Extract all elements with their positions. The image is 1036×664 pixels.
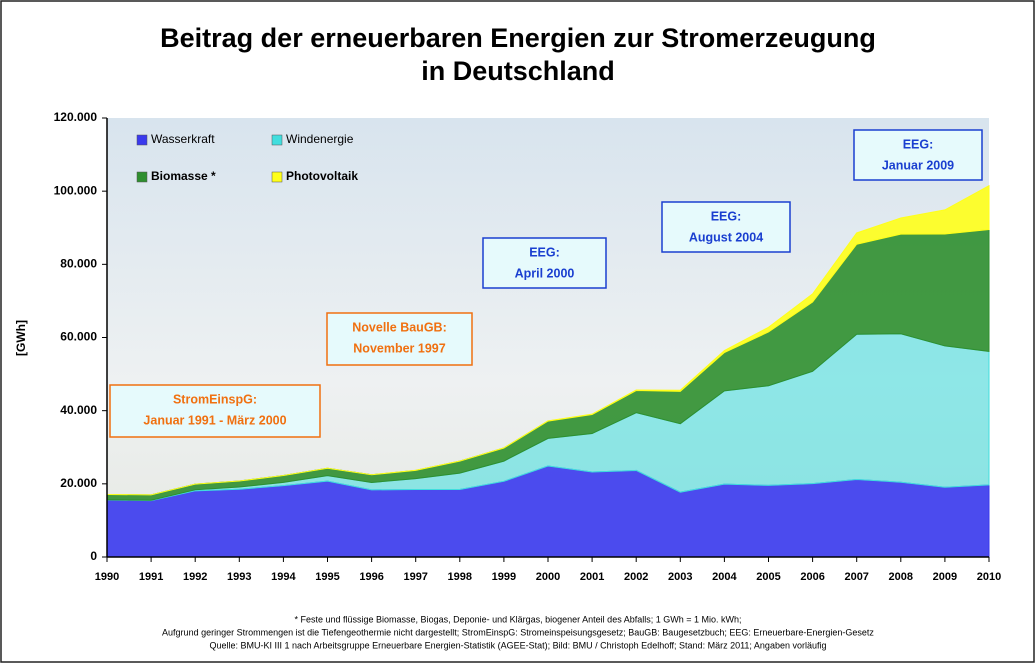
annotation-text: Januar 1991 - März 2000 <box>143 413 286 427</box>
annotation-text: November 1997 <box>353 341 445 355</box>
annotation-text: StromEinspG: <box>173 392 257 406</box>
annotation-text: April 2000 <box>515 266 575 280</box>
x-tick-label: 2003 <box>668 571 692 583</box>
x-tick-label: 2007 <box>844 571 868 583</box>
legend-label: Biomasse * <box>151 169 216 183</box>
y-tick-label: 40.000 <box>60 403 97 417</box>
chart-title: in Deutschland <box>421 56 615 86</box>
annotation-text: EEG: <box>529 245 560 259</box>
page: Beitrag der erneuerbaren Energien zur St… <box>0 0 1036 664</box>
y-tick-label: 60.000 <box>60 330 97 344</box>
y-tick-label: 20.000 <box>60 476 97 490</box>
x-tick-label: 1994 <box>271 571 296 583</box>
y-tick-label: 100.000 <box>54 183 98 197</box>
footnote: * Feste und flüssige Biomasse, Biogas, D… <box>295 614 742 624</box>
chart-title: Beitrag der erneuerbaren Energien zur St… <box>160 23 876 53</box>
x-tick-label: 2008 <box>889 571 913 583</box>
footnote: Quelle: BMU-KI III 1 nach Arbeitsgruppe … <box>210 640 827 650</box>
annotation-text: Novelle BauGB: <box>352 320 446 334</box>
legend-swatch <box>137 135 147 145</box>
annotation-text: August 2004 <box>689 230 763 244</box>
x-tick-label: 2002 <box>624 571 648 583</box>
legend-swatch <box>137 172 147 182</box>
x-tick-label: 2006 <box>800 571 824 583</box>
x-tick-label: 1996 <box>359 571 383 583</box>
y-tick-label: 0 <box>90 549 97 563</box>
x-tick-label: 2000 <box>536 571 560 583</box>
x-tick-label: 1991 <box>139 571 163 583</box>
y-tick-label: 120.000 <box>54 110 98 124</box>
legend-swatch <box>272 135 282 145</box>
legend-label: Windenergie <box>286 132 354 146</box>
x-tick-label: 1995 <box>315 571 339 583</box>
footnote: Aufgrund geringer Strommengen ist die Ti… <box>162 627 874 637</box>
x-tick-label: 1999 <box>492 571 516 583</box>
legend-label: Photovoltaik <box>286 169 358 183</box>
x-tick-label: 2010 <box>977 571 1001 583</box>
x-tick-label: 1990 <box>95 571 119 583</box>
chart: Beitrag der erneuerbaren Energien zur St… <box>0 0 1036 664</box>
x-tick-label: 1998 <box>448 571 472 583</box>
legend-swatch <box>272 172 282 182</box>
annotation-text: EEG: <box>711 209 742 223</box>
x-tick-label: 2009 <box>933 571 957 583</box>
x-tick-label: 2004 <box>712 571 737 583</box>
y-tick-label: 80.000 <box>60 257 97 271</box>
x-tick-label: 2005 <box>756 571 780 583</box>
x-tick-label: 1992 <box>183 571 207 583</box>
x-tick-label: 1993 <box>227 571 251 583</box>
annotation-text: EEG: <box>903 137 934 151</box>
x-tick-label: 2001 <box>580 571 604 583</box>
y-axis-label: [GWh] <box>14 320 28 356</box>
annotation-text: Januar 2009 <box>882 158 954 172</box>
legend-label: Wasserkraft <box>151 132 215 146</box>
x-tick-label: 1997 <box>403 571 427 583</box>
